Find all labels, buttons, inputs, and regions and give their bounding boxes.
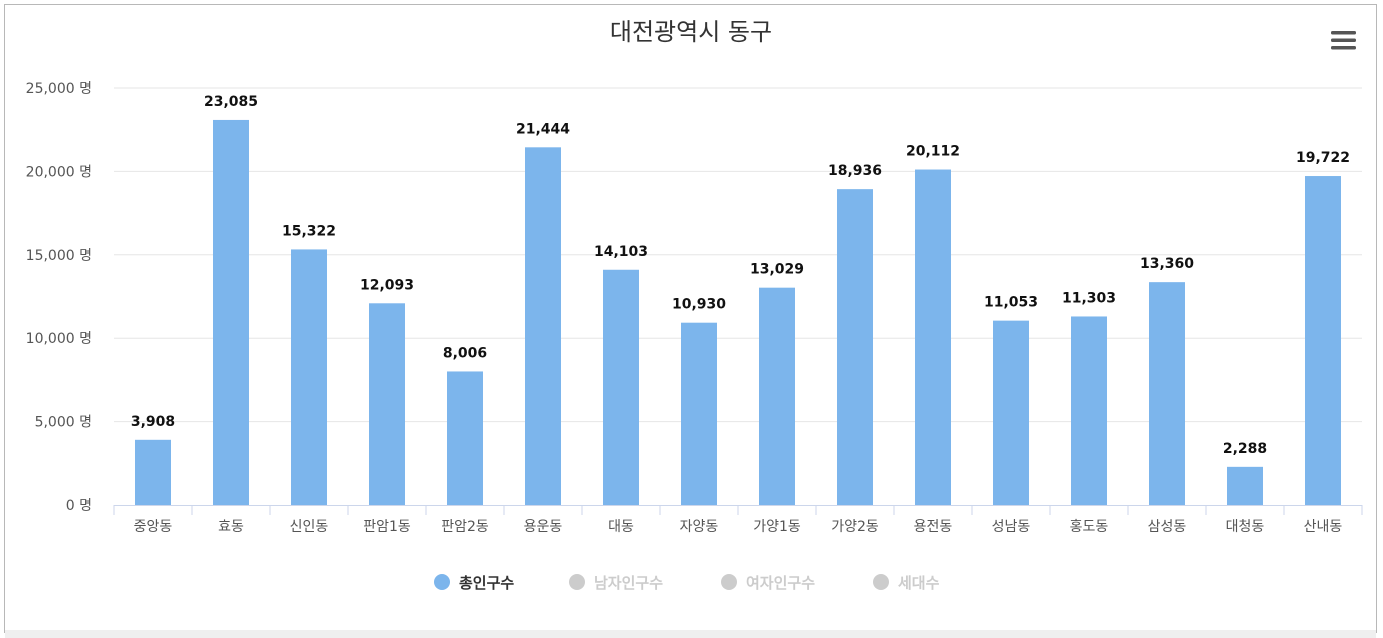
x-tick-label: 판암2동 (441, 519, 489, 535)
x-tick-label: 용운동 (524, 519, 563, 535)
bars (135, 119, 1341, 505)
y-tick-label: 15,000 명 (26, 248, 92, 264)
chart-title: 대전광역시 동구 (610, 18, 772, 46)
x-tick-label: 산내동 (1304, 519, 1343, 535)
x-tick-label: 중앙동 (134, 519, 173, 535)
data-label: 13,029 (750, 262, 804, 278)
data-label: 10,930 (672, 297, 726, 313)
legend: 총인구수 남자인구수 여자인구수 세대수 (434, 574, 940, 592)
bar[interactable] (447, 371, 483, 505)
data-label: 20,112 (906, 144, 960, 160)
x-tick-label: 대청동 (1226, 519, 1265, 535)
y-axis: 0 명 5,000 명 10,000 명 15,000 명 20,000 명 25,000… (26, 81, 92, 514)
y-tick-label: 20,000 명 (26, 164, 92, 180)
bar[interactable] (993, 320, 1029, 505)
x-tick-label: 신인동 (290, 519, 329, 535)
x-tick-label: 가양2동 (831, 519, 879, 535)
legend-item[interactable]: 남자인구수 (569, 574, 663, 592)
x-tick-label: 효동 (218, 519, 244, 535)
x-tick-labels: 중앙동 효동 신인동 판암1동 판암2동 용운동 대동 자양동 가양1동 가양2동 용전동 성남동 홍도… (134, 519, 1343, 535)
bar[interactable] (525, 147, 561, 505)
data-label: 3,908 (131, 414, 175, 430)
y-tick-label: 25,000 명 (26, 81, 92, 97)
hamburger-menu-icon[interactable] (1326, 26, 1360, 54)
bar[interactable] (603, 269, 639, 505)
legend-marker (873, 574, 889, 590)
data-label: 8,006 (443, 345, 487, 361)
bar[interactable] (291, 249, 327, 505)
data-labels: 3,908 23,085 15,322 12,093 8,006 21,444 14,103… (131, 94, 1350, 457)
data-label: 21,444 (516, 121, 570, 137)
data-label: 2,288 (1223, 441, 1267, 457)
legend-item[interactable]: 여자인구수 (721, 574, 815, 592)
bar[interactable] (915, 169, 951, 505)
data-label: 15,322 (282, 223, 336, 239)
x-tick-label: 홍도동 (1070, 519, 1109, 535)
legend-item[interactable]: 세대수 (873, 574, 940, 592)
legend-label: 남자인구수 (594, 574, 663, 592)
data-label: 12,093 (360, 277, 414, 293)
x-axis (113, 505, 1363, 515)
y-tick-label: 5,000 명 (35, 415, 92, 431)
bar[interactable] (681, 322, 717, 505)
x-tick-label: 가양1동 (753, 519, 801, 535)
bar[interactable] (213, 119, 249, 505)
legend-marker (434, 574, 450, 590)
bar[interactable] (1227, 466, 1263, 505)
bar[interactable] (759, 287, 795, 505)
bar[interactable] (1149, 282, 1185, 505)
legend-label: 세대수 (898, 574, 940, 592)
x-tick-label: 대동 (608, 519, 634, 535)
x-tick-label: 성남동 (992, 519, 1031, 535)
bottom-strip (5, 630, 1376, 638)
x-tick-label: 삼성동 (1148, 519, 1187, 535)
legend-marker (569, 574, 585, 590)
legend-label: 총인구수 (459, 574, 514, 592)
data-label: 18,936 (828, 163, 882, 179)
data-label: 13,360 (1140, 256, 1194, 272)
data-label: 19,722 (1296, 150, 1350, 166)
data-label: 23,085 (204, 94, 258, 110)
bar[interactable] (837, 189, 873, 505)
legend-item[interactable]: 총인구수 (434, 574, 514, 592)
bar[interactable] (369, 303, 405, 505)
legend-marker (721, 574, 737, 590)
x-tick-label: 판암1동 (363, 519, 411, 535)
legend-label: 여자인구수 (746, 574, 815, 592)
bar[interactable] (1305, 176, 1341, 505)
bar[interactable] (135, 439, 171, 505)
data-label: 11,303 (1062, 290, 1116, 306)
x-tick-label: 용전동 (914, 519, 953, 535)
data-label: 14,103 (594, 244, 648, 260)
data-label: 11,053 (984, 295, 1038, 311)
bar[interactable] (1071, 316, 1107, 505)
x-tick-label: 자양동 (680, 519, 719, 535)
y-tick-label: 0 명 (66, 498, 92, 514)
y-tick-label: 10,000 명 (26, 331, 92, 347)
